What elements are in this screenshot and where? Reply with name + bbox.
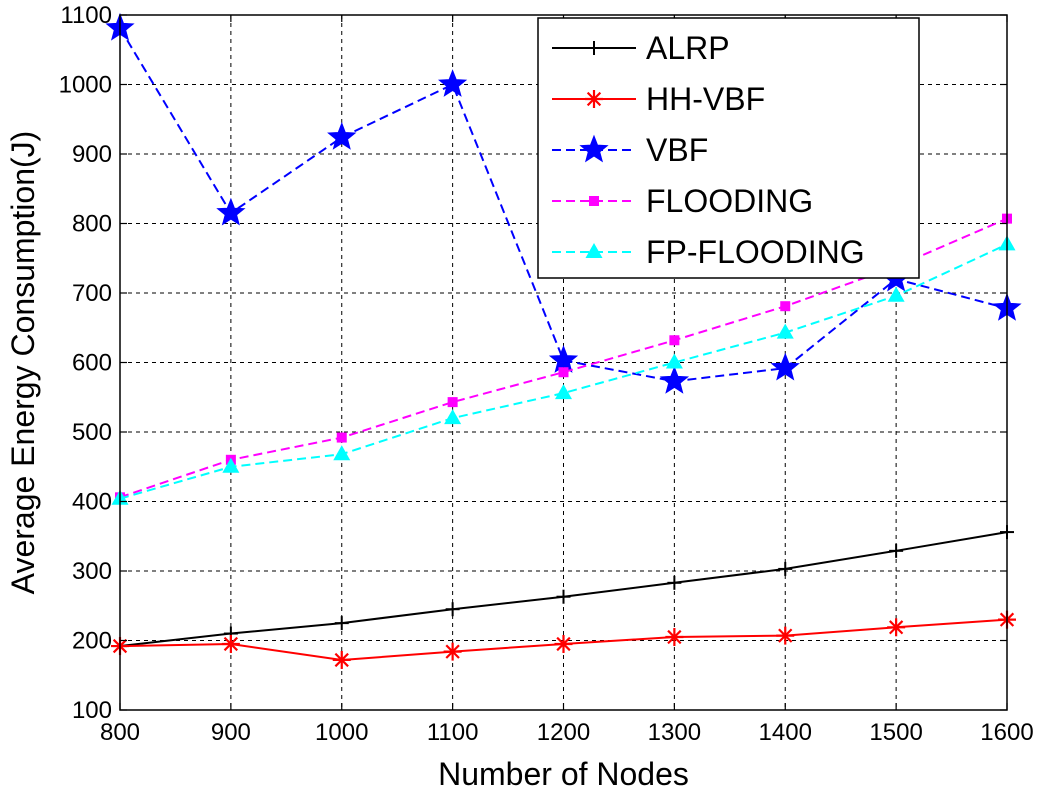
data-point-fp-flooding [776, 323, 794, 339]
legend-label-hh-vbf: HH-VBF [646, 81, 765, 117]
legend-marker-vbf [579, 134, 609, 163]
data-point-flooding [780, 301, 791, 312]
data-point-vbf [327, 121, 357, 150]
data-point-flooding [669, 335, 680, 346]
legend-marker-flooding [589, 196, 599, 206]
marker-stroke [445, 644, 460, 659]
x-tick-label: 1000 [315, 719, 368, 746]
legend-item-alrp: ALRP [552, 30, 730, 66]
data-point-alrp [334, 616, 349, 631]
legend-item-hh-vbf: HH-VBF [552, 81, 765, 117]
legend-marker-fp-flooding [585, 243, 603, 258]
y-tick-label: 800 [72, 211, 112, 238]
series-vbf [105, 12, 1022, 394]
data-point-vbf [437, 69, 468, 97]
marker-stroke [223, 636, 239, 652]
x-tick-label: 1400 [759, 719, 812, 746]
data-point-fp-flooding [222, 457, 240, 473]
data-point-hh-vbf [887, 618, 906, 637]
x-tick-label: 800 [100, 719, 140, 746]
data-point-vbf [770, 352, 800, 381]
y-tick-label: 1000 [59, 72, 112, 99]
y-tick-label: 400 [72, 489, 112, 516]
legend-item-fp-flooding: FP-FLOODING [552, 234, 865, 270]
x-tick-label: 1100 [427, 719, 479, 746]
data-point-hh-vbf [443, 642, 462, 661]
data-point-flooding [558, 367, 569, 378]
legend-label-alrp: ALRP [646, 30, 730, 66]
y-axis-label: Average Energy Consumption(J) [5, 131, 41, 595]
legend-marker-alrp [587, 41, 601, 55]
x-tick-label: 1600 [980, 719, 1033, 746]
legend: ALRP HH-VBF VBF FLOODING FP-FLOODING [537, 17, 920, 279]
data-point-hh-vbf [332, 650, 351, 669]
data-point-vbf [548, 344, 579, 373]
marker-stroke [586, 91, 602, 107]
data-point-hh-vbf [554, 634, 573, 653]
marker-stroke [556, 636, 571, 652]
marker-stroke [334, 652, 349, 668]
data-point-hh-vbf [221, 634, 240, 653]
y-tick-label: 100 [72, 697, 112, 724]
data-point-fp-flooding [444, 409, 462, 425]
data-point-fp-flooding [887, 286, 905, 302]
x-tick-label: 900 [211, 719, 251, 746]
axis-ticks: 800 900 1000 1100 1200 1300 1400 1500 1600 100 200… [59, 2, 1034, 746]
marker-stroke [778, 628, 793, 643]
legend-label-fp-flooding: FP-FLOODING [646, 234, 865, 270]
data-point-flooding [447, 397, 458, 408]
x-axis-label: Number of Nodes [438, 756, 689, 792]
data-point-fp-flooding [665, 353, 683, 369]
y-tick-label: 1100 [60, 2, 112, 29]
legend-label-flooding: FLOODING [646, 183, 813, 219]
series-line-flooding [119, 217, 1008, 499]
marker-stroke [667, 629, 682, 645]
y-tick-label: 900 [72, 141, 112, 168]
marker-stroke [888, 620, 904, 635]
data-point-fp-flooding [555, 384, 572, 400]
y-tick-label: 600 [72, 350, 112, 377]
data-point-alrp [667, 575, 682, 590]
data-point-vbf [216, 197, 246, 226]
data-point-hh-vbf [776, 626, 795, 645]
data-point-alrp [778, 561, 793, 576]
data-point-alrp [889, 543, 904, 558]
data-point-flooding [336, 432, 347, 443]
x-tick-label: 1300 [648, 719, 701, 746]
data-point-hh-vbf [665, 628, 684, 647]
y-tick-label: 300 [72, 558, 112, 585]
y-tick-label: 200 [72, 628, 112, 655]
data-point-alrp [445, 602, 460, 617]
y-tick-label: 700 [72, 280, 112, 307]
data-point-vbf [659, 365, 690, 394]
series-line-fp-flooding [119, 243, 1008, 500]
data-point-fp-flooding [333, 445, 351, 461]
legend-item-vbf: VBF [552, 132, 708, 168]
x-tick-label: 1500 [869, 719, 922, 746]
legend-label-vbf: VBF [646, 132, 708, 168]
x-tick-label: 1200 [537, 719, 590, 746]
legend-item-flooding: FLOODING [552, 183, 813, 219]
data-point-alrp [556, 589, 571, 604]
legend-marker-hh-vbf [585, 90, 603, 108]
y-tick-label: 500 [72, 419, 112, 446]
